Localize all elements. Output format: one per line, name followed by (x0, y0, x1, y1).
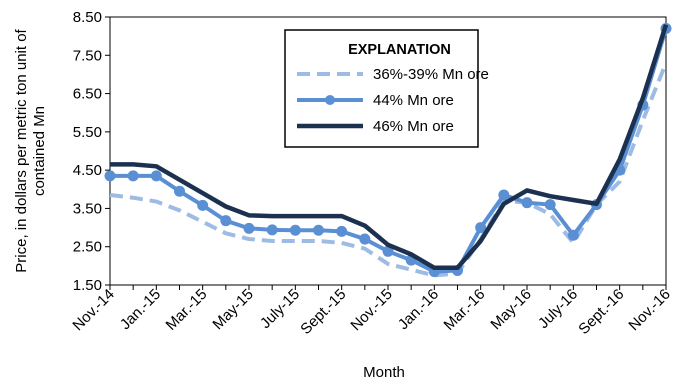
x-tick-label: May-15 (209, 286, 256, 333)
y-tick-label: 4.50 (73, 162, 102, 179)
y-tick-label: 2.50 (73, 239, 102, 256)
x-tick-label: Jan.-16 (395, 286, 442, 333)
series-point-1 (313, 224, 324, 236)
series-point-1 (243, 222, 255, 234)
x-tick-label: July-16 (535, 286, 581, 332)
y-axis-title: Price, in dollars per metric ton unit of… (13, 28, 48, 272)
series-point-1 (498, 189, 510, 201)
x-tick-label: Nov.-16 (625, 286, 673, 334)
series-point-1 (150, 170, 162, 182)
y-tick-label: 6.50 (73, 86, 102, 103)
series-point-1 (475, 222, 487, 234)
series-point-1 (359, 233, 371, 245)
legend-label-1: 44% Mn ore (373, 92, 454, 109)
series-point-1 (521, 197, 533, 209)
y-tick-label: 5.50 (73, 124, 102, 141)
series-layer (104, 22, 672, 278)
x-tick-label: Mar.-15 (163, 286, 211, 334)
x-tick-label: Sept.-15 (297, 286, 349, 338)
y-tick-label: 3.50 (73, 200, 102, 217)
series-point-1 (197, 199, 209, 211)
series-point-1 (336, 225, 348, 237)
series-point-1 (104, 170, 116, 182)
x-tick-label: Mar.-16 (441, 286, 489, 334)
x-tick-label: Nov.-15 (347, 286, 395, 334)
y-tick-label: 8.50 (73, 9, 102, 26)
x-tick-label: Sept.-16 (575, 286, 627, 338)
series-point-1 (382, 245, 394, 257)
series-point-1 (544, 199, 556, 211)
series-line-2 (110, 23, 669, 271)
series-point-1 (220, 215, 232, 227)
legend-title: EXPLANATION (348, 42, 451, 58)
x-axis-title: Month (363, 364, 405, 381)
legend-swatch-marker (325, 95, 335, 105)
series-point-1 (127, 170, 139, 182)
x-tick-label: July-15 (257, 286, 303, 332)
y-tick-label: 1.50 (73, 277, 102, 294)
legend-label-0: 36%-39% Mn ore (373, 66, 489, 83)
x-tick-label: May-16 (487, 286, 534, 333)
series-point-1 (289, 224, 301, 236)
series-point-1 (174, 185, 185, 197)
legend: EXPLANATION 36%-39% Mn ore 44% Mn ore 46% M… (284, 29, 489, 148)
legend-label-2: 46% Mn ore (373, 118, 454, 135)
y-tick-label: 7.50 (73, 47, 102, 64)
series-point-1 (266, 224, 278, 236)
y-axis: 1.50 2.50 3.50 4.50 5.50 6.50 7.50 8.50 (73, 9, 110, 294)
x-tick-label: Jan.-15 (117, 286, 164, 333)
series-line-0 (109, 62, 668, 278)
series-point-1 (567, 229, 579, 241)
